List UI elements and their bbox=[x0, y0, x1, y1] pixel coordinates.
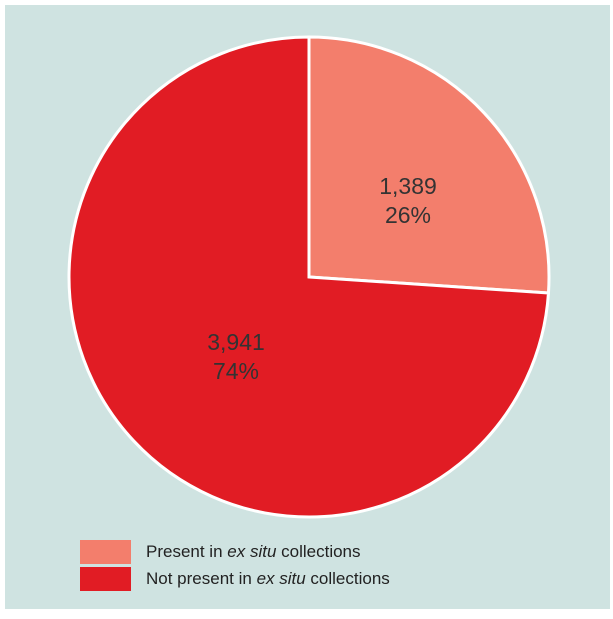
legend-label-present: Present in ex situ collections bbox=[146, 541, 361, 561]
slice-percent-label: 26% bbox=[385, 202, 431, 228]
legend-swatch-present bbox=[80, 539, 131, 564]
slice-value-label: 1,389 bbox=[379, 173, 437, 199]
legend: Present in ex situ collections Not prese… bbox=[80, 538, 390, 592]
slice-percent-label: 74% bbox=[213, 358, 259, 384]
legend-swatch-not-present bbox=[80, 566, 131, 591]
legend-label-not-present: Not present in ex situ collections bbox=[146, 568, 390, 588]
legend-item-present: Present in ex situ collections bbox=[80, 538, 390, 565]
pie-slice-present bbox=[307, 35, 551, 295]
legend-item-not-present: Not present in ex situ collections bbox=[80, 565, 390, 592]
slice-value-label: 3,941 bbox=[207, 329, 265, 355]
pie-slice-not-present bbox=[67, 35, 551, 519]
